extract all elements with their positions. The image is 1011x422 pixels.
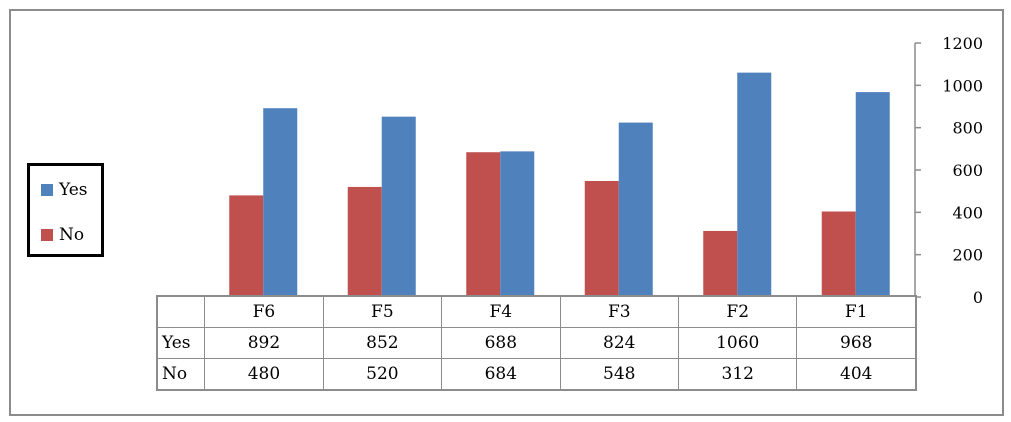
table-corner [157,296,205,328]
category-label: F1 [796,295,917,328]
bar-yes-f5 [381,116,416,297]
table-header-row: F6 F5 F4 F3 F2 F1 [157,295,917,328]
category-label: F5 [322,295,443,328]
legend-label-no: No [59,225,85,245]
table-row-label: Yes [156,327,206,359]
table-cell: 892 [204,327,324,359]
table-cell: 688 [441,327,561,359]
legend-label-yes: Yes [59,180,88,200]
bar-no-f2 [703,230,738,297]
data-table: F6 F5 F4 F3 F2 F1 Yes 892 852 688 824 10… [156,295,917,391]
bar-no-f3 [584,181,619,297]
plot-area [229,72,890,298]
category-label: F4 [441,295,561,328]
table-cell: 852 [322,327,443,359]
y-tick-label: 1000 [942,76,983,95]
y-tick-label: 0 [973,288,983,307]
y-tick-label: 600 [952,161,983,180]
bar-no-f1 [821,211,856,297]
chart-frame [9,9,1004,416]
legend-swatch-yes [41,184,53,196]
table-row-label: No [156,358,206,391]
bar-yes-f6 [263,108,298,298]
bar-no-f5 [347,186,382,297]
legend: Yes No [27,163,104,257]
legend-swatch-no [41,229,53,241]
category-label: F3 [559,295,680,328]
table-cell: 1060 [677,327,798,359]
y-tick-label: 200 [952,246,983,265]
table-cell: 480 [204,358,324,391]
table-cell: 404 [796,358,917,391]
y-tick-label: 800 [952,119,983,138]
table-cell: 968 [796,327,917,359]
y-tick-label: 400 [952,203,983,222]
table-cell: 520 [322,358,443,391]
y-axis: 0 200 400 600 800 1000 1200 [914,34,983,307]
bar-yes-f2 [737,72,772,297]
legend-item-no: No [41,225,84,245]
category-label: F6 [204,295,324,328]
y-tick-label: 1200 [942,34,983,53]
table-cell: 684 [441,358,561,391]
category-label: F2 [677,295,798,328]
table-cell: 548 [559,358,680,391]
table-row-yes: Yes 892 852 688 824 1060 968 [156,327,917,359]
bar-yes-f1 [855,92,890,298]
bar-yes-f4 [500,151,535,297]
bar-yes-f3 [618,122,653,297]
legend-item-yes: Yes [41,180,88,200]
bar-no-f6 [229,195,264,297]
bar-no-f4 [466,152,501,297]
table-row-no: No 480 520 684 548 312 404 [156,358,917,391]
table-cell: 824 [559,327,680,359]
table-cell: 312 [677,358,798,391]
